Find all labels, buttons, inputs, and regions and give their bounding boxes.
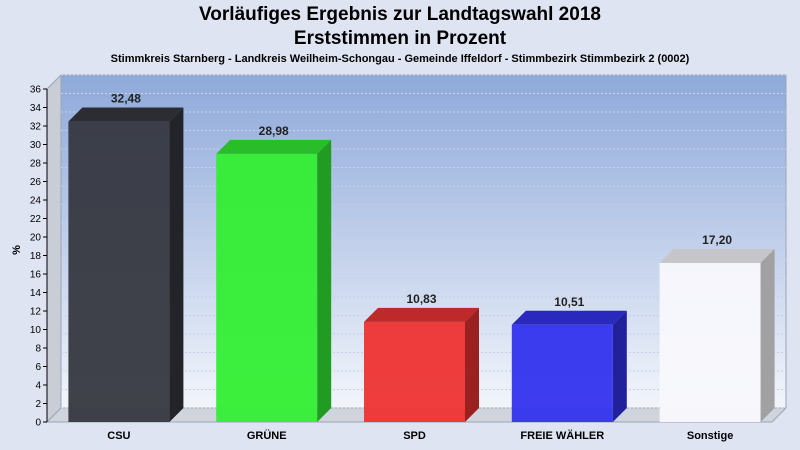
category-label: GRÜNE (247, 429, 287, 442)
bar-top (659, 248, 775, 263)
bar-side (760, 248, 775, 422)
bar-gr-ne (216, 153, 318, 422)
y-tick-label: 24 (30, 196, 42, 207)
value-label: 10,51 (554, 295, 584, 309)
bar-top (364, 307, 479, 322)
y-tick-label: 30 (30, 140, 42, 151)
bar-sonstige (659, 262, 761, 422)
y-tick-label: 6 (35, 362, 41, 373)
bar-side (465, 307, 479, 422)
bar-top (511, 310, 627, 325)
bar-spd (364, 321, 465, 422)
bar-csu (68, 121, 170, 422)
y-tick-label: 26 (30, 177, 42, 188)
plot-side-wall (46, 73, 62, 424)
chart-title-line2: Erststimmen in Prozent (293, 28, 507, 49)
y-tick-label: 22 (30, 214, 42, 225)
category-label: Sonstige (687, 430, 733, 442)
chart-subtitle: Stimmkreis Starnberg - Landkreis Weilhei… (110, 53, 690, 65)
bar-top (216, 139, 332, 154)
category-label: SPD (403, 430, 426, 442)
y-tick-label: 32 (30, 122, 42, 133)
value-label: 17,20 (702, 233, 732, 247)
bar-side (169, 107, 184, 422)
y-tick-label: 8 (35, 344, 41, 355)
y-tick-label: 16 (30, 270, 42, 281)
category-label: FREIE WÄHLER (520, 429, 604, 442)
y-tick-label: 2 (35, 399, 41, 410)
value-label: 28,98 (259, 124, 289, 138)
value-label: 32,48 (111, 92, 141, 106)
y-tick-label: 4 (35, 381, 41, 392)
chart-title: Vorläufiges Ergebnis zur Landtagswahl 20… (199, 4, 601, 25)
bar-top (68, 107, 184, 122)
y-tick-label: 18 (30, 251, 42, 262)
y-tick-label: 14 (30, 288, 42, 299)
y-tick-label: 12 (30, 307, 42, 318)
y-tick-label: 20 (30, 233, 42, 244)
bar-side (317, 139, 332, 422)
y-tick-label: 34 (30, 103, 42, 114)
y-tick-label: 10 (30, 325, 42, 336)
bar-side (612, 310, 627, 422)
y-tick-label: 36 (30, 85, 42, 96)
y-axis-label: % (11, 245, 23, 255)
y-tick-label: 0 (35, 418, 41, 429)
category-label: CSU (107, 430, 130, 442)
y-tick-label: 28 (30, 159, 42, 170)
value-label: 10,83 (406, 292, 436, 306)
bar-freie-w-hler (511, 324, 613, 422)
